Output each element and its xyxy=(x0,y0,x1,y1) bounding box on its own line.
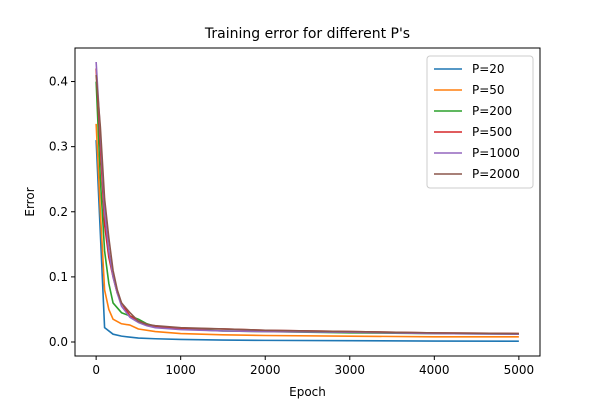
y-axis-label: Error xyxy=(23,187,37,216)
legend-label: P=200 xyxy=(472,104,512,118)
x-tick-label: 5000 xyxy=(504,363,535,377)
series-line-p-2000 xyxy=(95,74,519,335)
x-axis-label: Epoch xyxy=(289,385,326,399)
legend-label: P=20 xyxy=(472,62,505,76)
x-tick-label: 4000 xyxy=(419,363,450,377)
legend-label: P=50 xyxy=(472,83,505,97)
series-line-p-50 xyxy=(95,123,519,338)
y-tick-label: 0.3 xyxy=(49,140,68,154)
y-tick-label: 0.1 xyxy=(49,270,68,284)
plot-frame xyxy=(74,47,541,357)
x-axis-ticks: 0 1000 2000 3000 4000 5000 xyxy=(92,356,534,377)
legend-label: P=2000 xyxy=(472,167,520,181)
y-tick-label: 0.2 xyxy=(49,205,68,219)
legend-label: P=500 xyxy=(472,125,512,139)
chart-title: Training error for different P's xyxy=(204,26,410,42)
series-lines xyxy=(95,61,519,343)
series-line-p-20 xyxy=(95,140,519,343)
legend-box xyxy=(426,55,534,189)
x-tick-label: 0 xyxy=(92,363,100,377)
legend: P=20 P=50 P=200 P=500 P=1000 P=2000 xyxy=(426,55,534,189)
legend-label: P=1000 xyxy=(472,146,520,160)
y-tick-label: 0.4 xyxy=(49,75,68,89)
x-tick-label: 3000 xyxy=(334,363,365,377)
y-tick-label: 0.0 xyxy=(49,335,68,349)
x-tick-label: 1000 xyxy=(165,363,196,377)
series-line-p-1000 xyxy=(95,61,519,335)
y-axis-ticks: 0.0 0.1 0.2 0.3 0.4 xyxy=(49,75,75,349)
x-tick-label: 2000 xyxy=(250,363,281,377)
